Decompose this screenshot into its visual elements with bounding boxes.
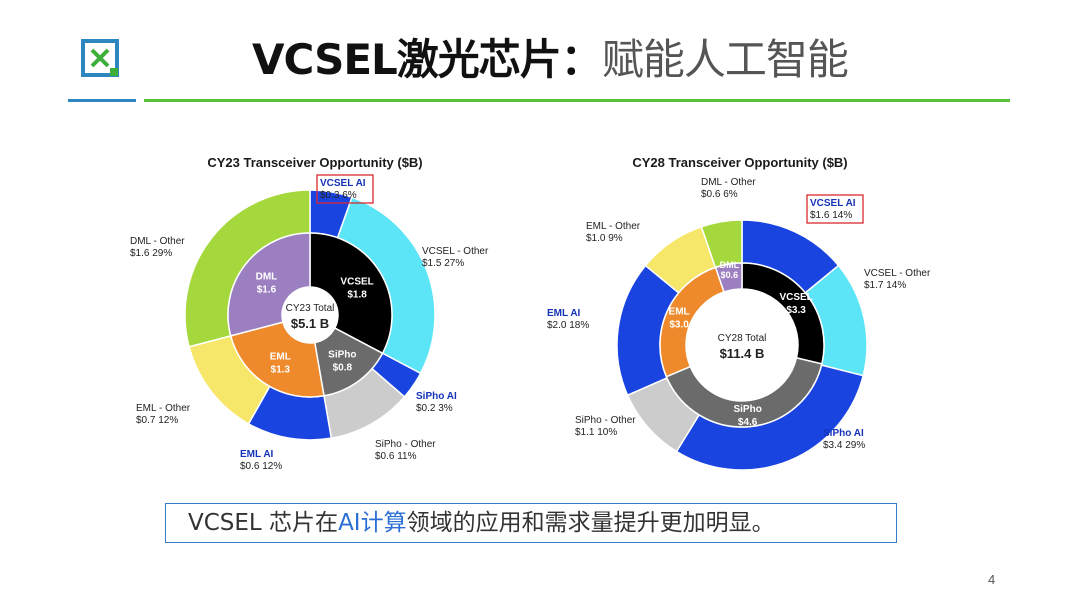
chart2-outer-value-eml-ai: $2.0 18%: [547, 320, 589, 331]
chart1-inner-value-dml: $1.6: [257, 284, 277, 295]
chart2-inner-value-vcsel: $3.3: [786, 305, 806, 316]
chart2-highlight-box: [806, 194, 864, 224]
header-rule-blue: [68, 99, 136, 102]
page-number: 4: [988, 572, 996, 587]
chart1-outer-value-eml-ai: $0.6 12%: [240, 461, 282, 472]
chart1-inner-label-dml: DML: [256, 271, 278, 282]
chart1-inner-label-eml: EML: [270, 351, 291, 362]
chart1-inner-value-vcsel: $1.8: [347, 290, 367, 301]
chart1-inner-label-vcsel: VCSEL: [340, 277, 373, 288]
chart1-inner-value-sipho: $0.8: [333, 362, 353, 373]
chart2-outer-name-sipho-other: SiPho - Other: [575, 415, 636, 426]
chart2-center-value: $11.4 B: [720, 346, 765, 361]
chart1-inner-value-eml: $1.3: [271, 364, 291, 375]
chart1-outer-value-sipho-other: $0.6 11%: [375, 451, 417, 462]
chart1-outer-name-eml-ai: EML AI: [240, 449, 274, 460]
chart1-outer-name-vcsel-ai: VCSEL AI: [320, 178, 366, 189]
chart2-inner-label-dml: DML: [720, 260, 740, 270]
chart2-outer-value-sipho-ai: $3.4 29%: [823, 440, 865, 451]
chart2-center-label: CY28 Total: [718, 333, 767, 344]
chart1-outer-name-dml-other: DML - Other: [130, 236, 185, 247]
chart2-inner-value-eml: $3.0: [669, 320, 689, 331]
chart2-outer-name-sipho-ai: SiPho AI: [823, 428, 864, 439]
chart1-outer-value-sipho-ai: $0.2 3%: [416, 403, 453, 414]
x-box-logo-icon: [81, 39, 119, 77]
chart1-outer-name-sipho-other: SiPho - Other: [375, 439, 436, 450]
caption-box: VCSEL 芯片在AI计算领域的应用和需求量提升更加明显。: [165, 503, 897, 543]
chart1-center-label: CY23 Total: [286, 303, 335, 314]
caption-pre: VCSEL 芯片在: [188, 510, 339, 536]
caption-highlight: AI计算: [338, 510, 407, 536]
chart1-inner-label-sipho: SiPho: [328, 349, 356, 360]
chart1-center-circle: [282, 287, 338, 343]
chart2-group: [616, 194, 868, 471]
chart1-outer-value-eml-other: $0.7 12%: [136, 415, 178, 426]
chart1-group: [184, 174, 436, 441]
chart2-outer-value-eml-other: $1.0 9%: [586, 233, 623, 244]
chart1-outer-name-vcsel-other: VCSEL - Other: [422, 246, 489, 257]
chart1-outer-value-vcsel-ai: $0.3 6%: [320, 190, 357, 201]
chart1-highlight-box: [316, 174, 374, 204]
charts-area: VCSEL $1.8 SiPho $0.8 EML $1.3 DML $1.6 CY23 Tot…: [110, 140, 980, 490]
chart2-outer-name-eml-ai: EML AI: [547, 308, 581, 319]
chart2-outer-value-vcsel-ai: $1.6 14%: [810, 210, 852, 221]
caption-post: 领域的应用和需求量提升更加明显。: [406, 510, 775, 536]
chart2-inner-label-sipho: SiPho: [733, 404, 761, 415]
title-sub: 赋能人工智能: [601, 35, 849, 84]
chart1-center-value: $5.1 B: [291, 316, 329, 331]
chart1-title: CY23 Transceiver Opportunity ($B): [207, 155, 422, 170]
chart2-inner-value-sipho: $4.6: [738, 417, 758, 428]
chart1-outer-value-vcsel-other: $1.5 27%: [422, 258, 464, 269]
chart1-outer-value-dml-other: $1.6 29%: [130, 248, 172, 259]
chart2-outer-name-vcsel-ai: VCSEL AI: [810, 198, 856, 209]
chart2-outer-value-sipho-other: $1.1 10%: [575, 427, 617, 438]
page-title: VCSEL激光芯片：赋能人工智能: [252, 30, 849, 90]
chart2-outer-value-dml-other: $0.6 6%: [701, 189, 738, 200]
chart2-outer-name-eml-other: EML - Other: [586, 221, 641, 232]
chart2-inner-label-vcsel: VCSEL: [779, 292, 812, 303]
chart2-outer-value-vcsel-other: $1.7 14%: [864, 280, 906, 291]
chart1-outer-name-eml-other: EML - Other: [136, 403, 191, 414]
chart2-center-circle: [686, 289, 798, 401]
header-rule-green: [144, 99, 1010, 102]
chart1-outer-name-sipho-ai: SiPho AI: [416, 391, 457, 402]
chart2-inner-label-eml: EML: [669, 307, 690, 318]
chart2-outer-name-dml-other: DML - Other: [701, 177, 756, 188]
chart2-inner-value-dml: $0.6: [721, 270, 739, 280]
title-main: VCSEL激光芯片：: [252, 35, 603, 84]
chart2-outer-name-vcsel-other: VCSEL - Other: [864, 268, 931, 279]
charts-svg: VCSEL $1.8 SiPho $0.8 EML $1.3 DML $1.6 CY23 Tot…: [130, 155, 931, 472]
chart2-title: CY28 Transceiver Opportunity ($B): [632, 155, 847, 170]
